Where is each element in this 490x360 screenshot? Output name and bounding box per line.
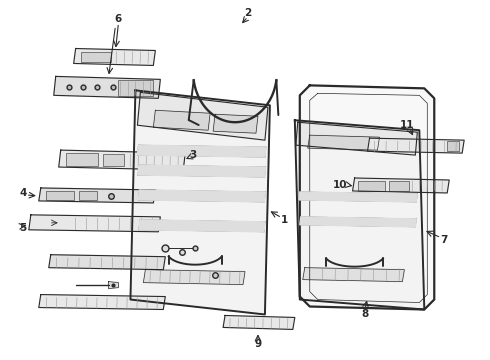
Polygon shape bbox=[299, 192, 417, 202]
Polygon shape bbox=[308, 135, 379, 150]
Polygon shape bbox=[223, 315, 295, 329]
Polygon shape bbox=[295, 120, 424, 310]
Polygon shape bbox=[39, 188, 155, 203]
Bar bbox=[66, 153, 98, 166]
Polygon shape bbox=[296, 122, 417, 155]
Polygon shape bbox=[39, 294, 165, 310]
Text: 11: 11 bbox=[400, 120, 415, 130]
Polygon shape bbox=[29, 215, 160, 232]
Polygon shape bbox=[137, 92, 268, 140]
Text: 4: 4 bbox=[19, 188, 26, 198]
Polygon shape bbox=[300, 85, 434, 310]
Bar bbox=[358, 181, 386, 191]
Bar bbox=[46, 191, 74, 200]
Text: 1: 1 bbox=[281, 215, 289, 225]
Polygon shape bbox=[130, 90, 270, 315]
Polygon shape bbox=[138, 190, 265, 202]
Polygon shape bbox=[137, 145, 266, 157]
Bar bbox=[78, 191, 97, 200]
Bar bbox=[81, 53, 111, 62]
Text: 7: 7 bbox=[441, 235, 448, 245]
Bar bbox=[390, 181, 409, 191]
Text: 10: 10 bbox=[332, 180, 347, 190]
Polygon shape bbox=[54, 76, 160, 98]
Bar bbox=[119, 80, 153, 96]
Bar bbox=[447, 141, 459, 151]
Polygon shape bbox=[153, 110, 210, 130]
Polygon shape bbox=[303, 268, 404, 282]
Polygon shape bbox=[74, 49, 155, 66]
Bar bbox=[102, 154, 124, 166]
Polygon shape bbox=[353, 178, 449, 193]
Polygon shape bbox=[49, 255, 165, 270]
Polygon shape bbox=[368, 138, 464, 153]
Polygon shape bbox=[300, 217, 416, 227]
Text: 5: 5 bbox=[19, 223, 26, 233]
Polygon shape bbox=[138, 165, 266, 177]
Polygon shape bbox=[139, 220, 265, 232]
Text: 8: 8 bbox=[361, 310, 368, 319]
Polygon shape bbox=[59, 150, 185, 170]
Text: 3: 3 bbox=[190, 150, 197, 160]
Text: 2: 2 bbox=[245, 8, 251, 18]
Text: 9: 9 bbox=[254, 339, 262, 349]
Polygon shape bbox=[144, 270, 245, 285]
Polygon shape bbox=[213, 114, 258, 133]
Text: 6: 6 bbox=[115, 14, 122, 24]
Polygon shape bbox=[108, 282, 119, 289]
